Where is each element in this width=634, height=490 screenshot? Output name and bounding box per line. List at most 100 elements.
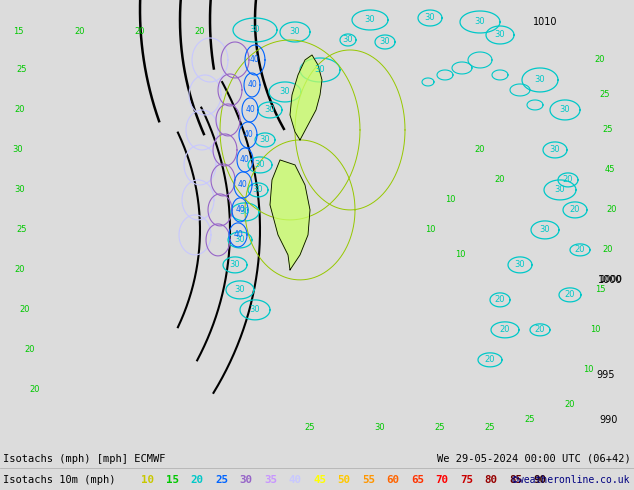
Text: 40: 40 — [288, 475, 302, 485]
Text: 30: 30 — [240, 475, 252, 485]
Polygon shape — [270, 160, 310, 270]
Text: 40: 40 — [235, 205, 245, 215]
Text: 10: 10 — [590, 325, 600, 334]
Text: Isotachs 10m (mph): Isotachs 10m (mph) — [3, 475, 115, 485]
Text: 65: 65 — [411, 475, 424, 485]
Text: 30: 30 — [540, 225, 550, 234]
Text: 20: 20 — [565, 291, 575, 299]
Text: 1010: 1010 — [533, 17, 557, 27]
Text: 20: 20 — [195, 27, 205, 36]
Text: 30: 30 — [235, 285, 245, 294]
Text: 20: 20 — [15, 105, 25, 115]
Text: 20: 20 — [190, 475, 204, 485]
Text: 20: 20 — [495, 295, 505, 304]
Text: 30: 30 — [240, 207, 250, 217]
Text: 90: 90 — [533, 475, 547, 485]
Text: 35: 35 — [264, 475, 277, 485]
Text: 10: 10 — [455, 250, 465, 259]
Text: 75: 75 — [460, 475, 473, 485]
Text: 30: 30 — [560, 105, 571, 115]
Text: 60: 60 — [387, 475, 399, 485]
Text: 30: 30 — [550, 146, 560, 154]
Text: 25: 25 — [435, 423, 445, 432]
Text: 30: 30 — [495, 30, 505, 40]
Text: Isotachs (mph) [mph] ECMWF: Isotachs (mph) [mph] ECMWF — [3, 454, 165, 464]
Text: 30: 30 — [264, 105, 275, 115]
Text: 20: 20 — [607, 205, 618, 215]
Text: 10: 10 — [444, 196, 455, 204]
Text: 20: 20 — [534, 325, 545, 334]
Text: 50: 50 — [337, 475, 351, 485]
Text: 55: 55 — [362, 475, 375, 485]
Text: 15: 15 — [166, 475, 179, 485]
Text: 85: 85 — [509, 475, 522, 485]
Text: 25: 25 — [16, 66, 27, 74]
Text: 30: 30 — [515, 260, 526, 270]
Text: 40: 40 — [240, 155, 250, 165]
Text: 10: 10 — [583, 366, 593, 374]
Text: 25: 25 — [485, 423, 495, 432]
Text: 30: 30 — [425, 14, 436, 23]
Text: 995: 995 — [597, 370, 615, 380]
Text: 30: 30 — [260, 135, 270, 145]
Text: 70: 70 — [436, 475, 448, 485]
Text: 30: 30 — [380, 37, 391, 47]
Text: 30: 30 — [555, 185, 566, 195]
Text: 25: 25 — [305, 423, 315, 432]
Text: 1000: 1000 — [598, 275, 623, 285]
Text: 20: 20 — [485, 355, 495, 365]
Text: 10: 10 — [141, 475, 155, 485]
Text: 30: 30 — [250, 305, 261, 315]
Text: 25: 25 — [600, 91, 611, 99]
Text: 30: 30 — [280, 87, 290, 97]
Text: 20: 20 — [25, 345, 36, 354]
Text: ©weatheronline.co.uk: ©weatheronline.co.uk — [512, 475, 629, 485]
Text: 20: 20 — [495, 175, 505, 184]
Text: 1000: 1000 — [600, 275, 623, 284]
Text: 20: 20 — [575, 245, 585, 254]
Text: 25: 25 — [525, 416, 535, 424]
Text: 40: 40 — [245, 105, 255, 115]
Text: 20: 20 — [475, 146, 485, 154]
Text: 45: 45 — [605, 166, 615, 174]
Text: 30: 30 — [290, 27, 301, 36]
Text: 20: 20 — [75, 27, 85, 36]
Text: 40: 40 — [250, 55, 260, 65]
Text: 30: 30 — [534, 75, 545, 84]
Text: 30: 30 — [314, 66, 325, 74]
Text: 30: 30 — [230, 260, 240, 270]
Text: 15: 15 — [13, 27, 23, 36]
Text: 20: 20 — [30, 385, 40, 394]
Text: 25: 25 — [16, 225, 27, 234]
Text: 15: 15 — [595, 285, 605, 294]
Text: 10: 10 — [425, 225, 436, 234]
Text: 30: 30 — [375, 423, 385, 432]
Text: 30: 30 — [250, 25, 261, 34]
Text: We 29-05-2024 00:00 UTC (06+42): We 29-05-2024 00:00 UTC (06+42) — [437, 454, 631, 464]
Text: 30: 30 — [13, 146, 23, 154]
Text: 40: 40 — [247, 80, 257, 90]
Text: 30: 30 — [235, 235, 245, 245]
Text: 990: 990 — [600, 415, 618, 425]
Text: 25: 25 — [215, 475, 228, 485]
Text: 20: 20 — [595, 55, 605, 65]
Text: 20: 20 — [500, 325, 510, 334]
Text: 20: 20 — [603, 245, 613, 254]
Text: 80: 80 — [484, 475, 498, 485]
Text: 25: 25 — [603, 125, 613, 134]
Text: 30: 30 — [255, 160, 265, 170]
Text: 20: 20 — [135, 27, 145, 36]
Text: 40: 40 — [243, 130, 253, 140]
Polygon shape — [290, 55, 322, 140]
Text: 40: 40 — [238, 180, 248, 190]
Text: 20: 20 — [15, 266, 25, 274]
Text: 20: 20 — [563, 175, 573, 184]
Text: 40: 40 — [233, 230, 243, 240]
Text: 30: 30 — [365, 16, 375, 24]
Text: 30: 30 — [343, 35, 353, 45]
Text: 45: 45 — [313, 475, 326, 485]
Text: 20: 20 — [570, 205, 580, 215]
Text: 30: 30 — [15, 185, 25, 195]
Text: 20: 20 — [565, 400, 575, 409]
Text: 20: 20 — [20, 305, 30, 315]
